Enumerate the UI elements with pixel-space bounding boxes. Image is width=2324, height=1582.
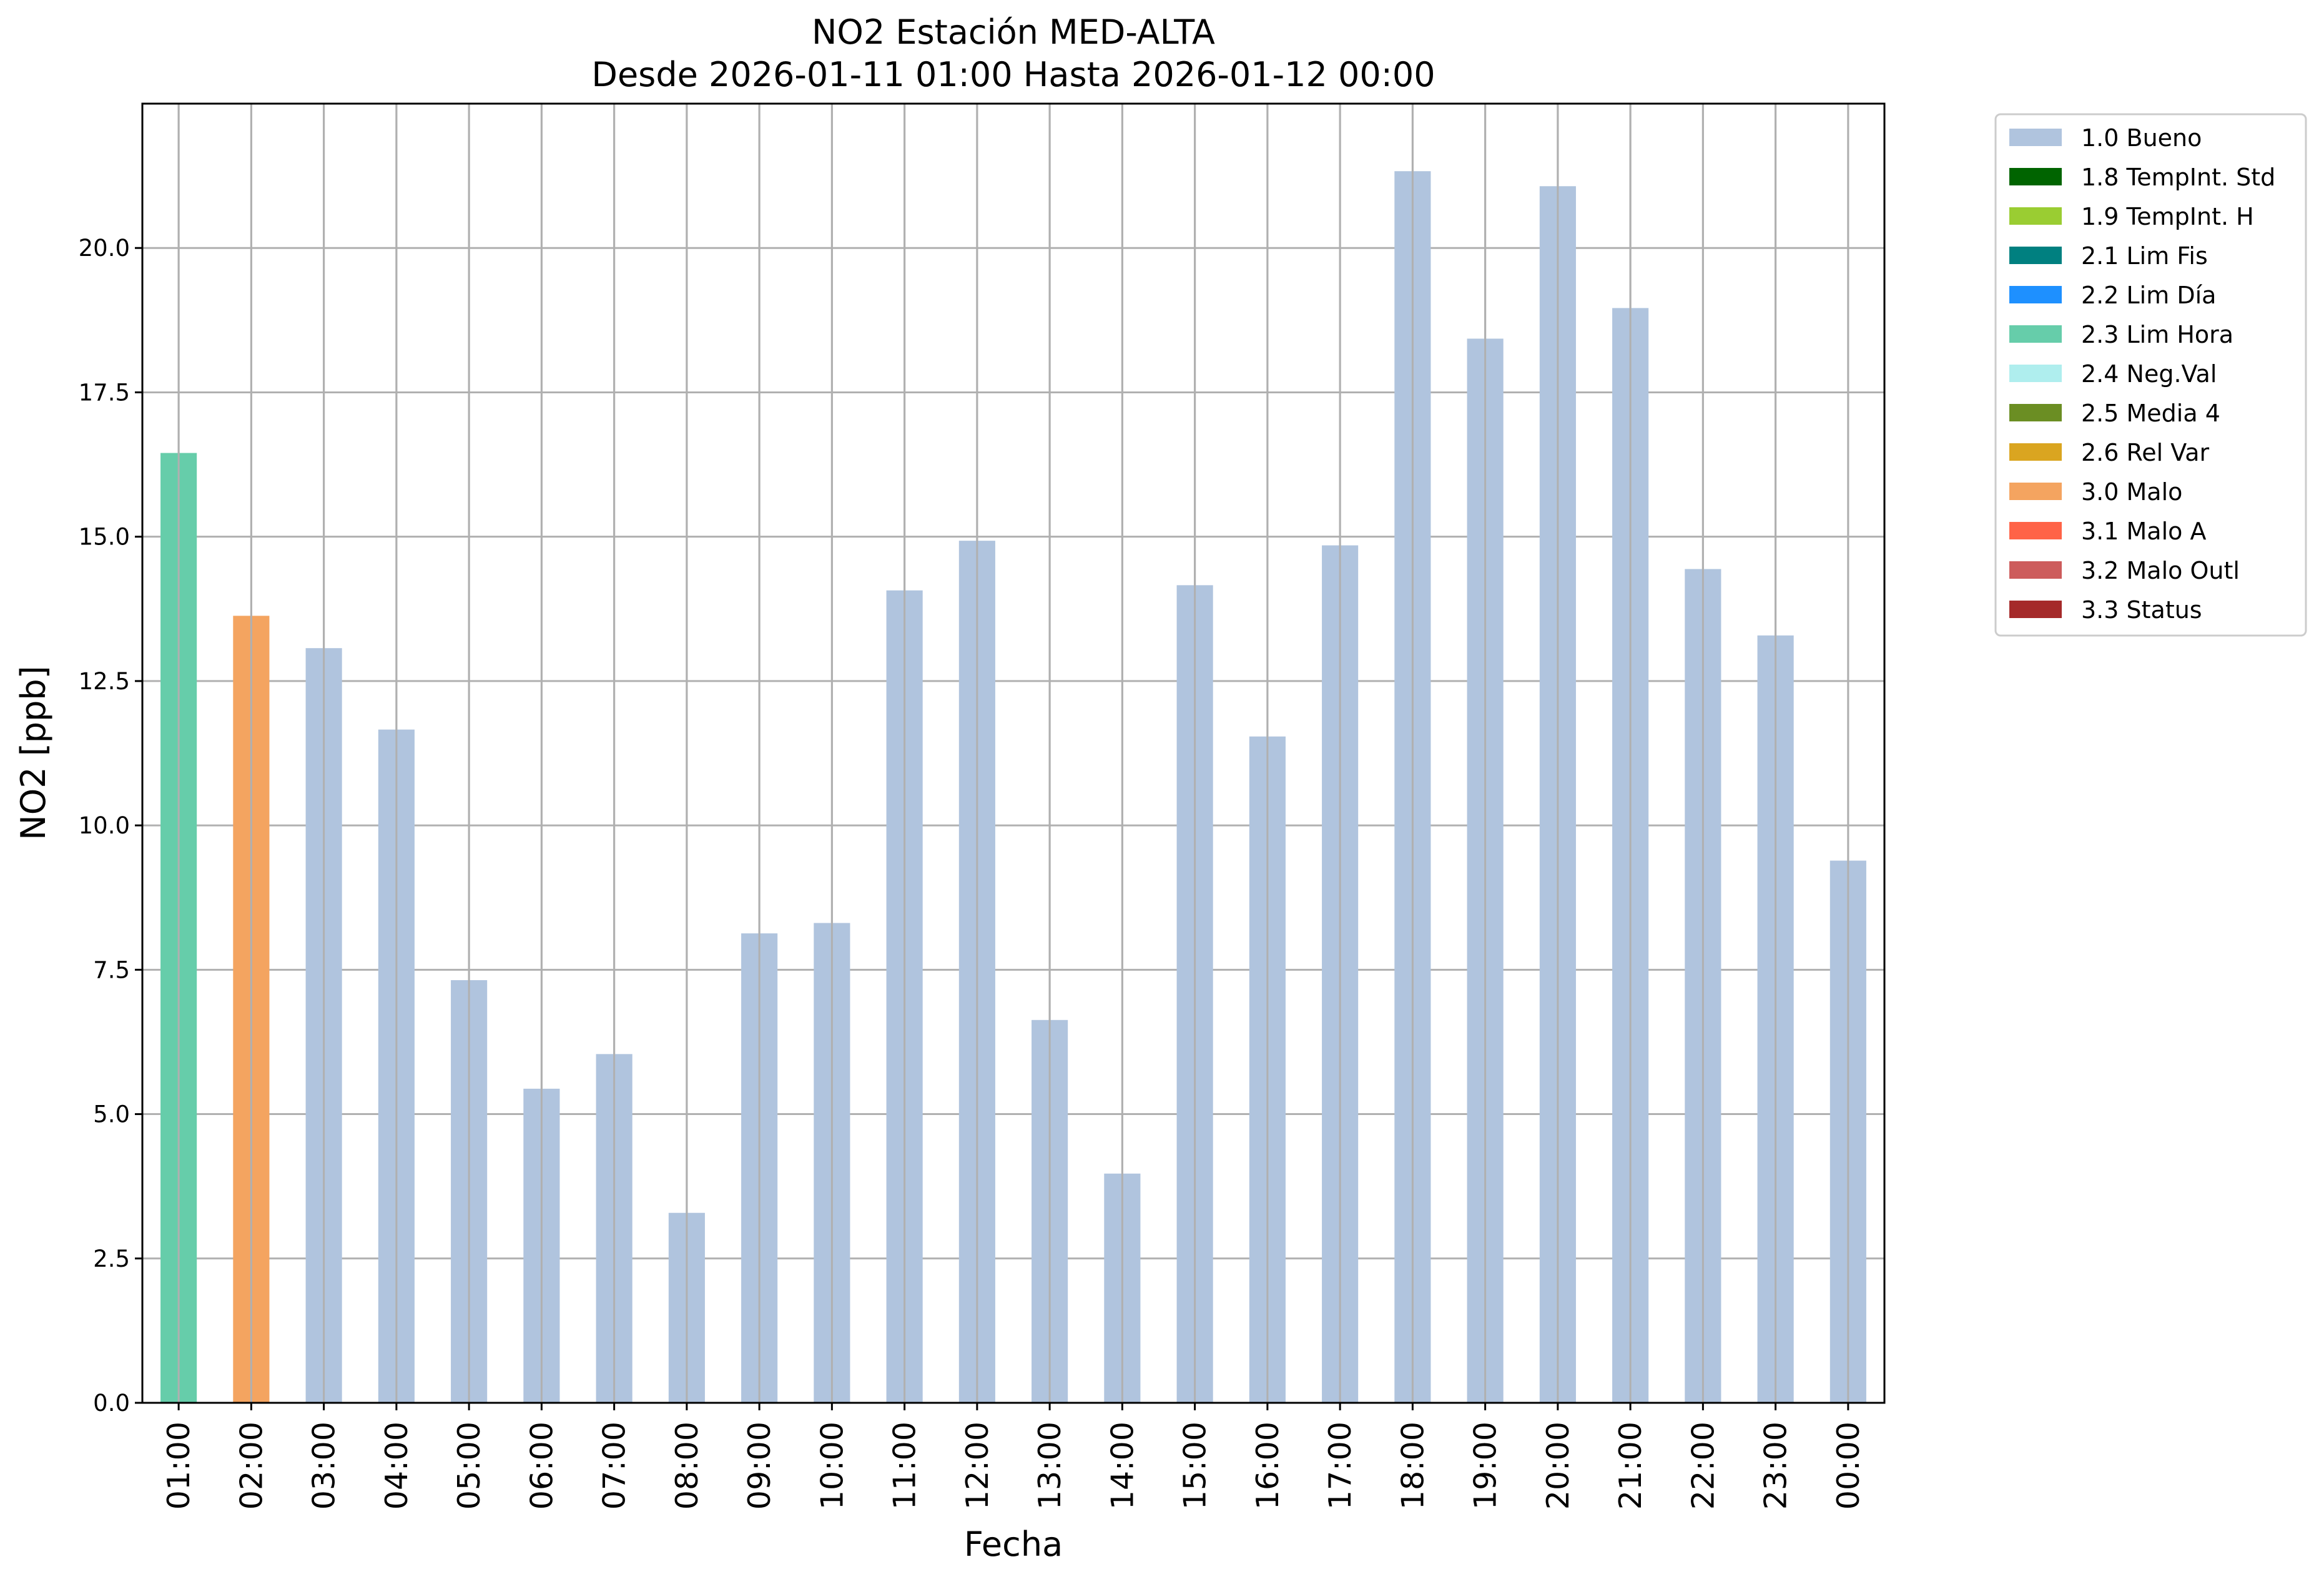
x-axis-ticks: 01:00 02:00 03:00 04:00 05:00 06:00 07:00 08:00… (161, 1403, 1866, 1510)
chart-title: NO2 Estación MED-ALTA (812, 12, 1215, 52)
y-tick-label: 15.0 (79, 524, 130, 551)
legend-swatch (2009, 443, 2062, 461)
x-tick-label: 12:00 (960, 1422, 995, 1510)
legend-swatch (2009, 522, 2062, 539)
plot-frame (141, 102, 1886, 1404)
x-tick-label: 03:00 (307, 1422, 342, 1510)
x-tick-label: 02:00 (234, 1422, 269, 1510)
x-axis-label: Fecha (964, 1525, 1063, 1564)
legend-swatch (2009, 207, 2062, 225)
x-tick-label: 07:00 (597, 1422, 633, 1510)
legend-label: 3.0 Malo (2081, 478, 2182, 506)
y-tick-label: 0.0 (93, 1390, 130, 1417)
chart-subtitle: Desde 2026-01-11 01:00 Hasta 2026-01-12 … (591, 55, 1435, 94)
y-tick-label: 12.5 (79, 668, 130, 695)
legend-label: 1.8 TempInt. Std (2081, 164, 2275, 191)
x-tick-label: 18:00 (1395, 1422, 1430, 1510)
y-tick-label: 7.5 (93, 956, 130, 983)
legend-swatch (2009, 365, 2062, 382)
x-tick-label: 01:00 (161, 1422, 197, 1510)
legend-swatch (2009, 483, 2062, 500)
legend-label: 3.1 Malo A (2081, 518, 2206, 545)
y-tick-label: 10.0 (79, 812, 130, 839)
y-tick-label: 5.0 (93, 1101, 130, 1128)
x-tick-label: 04:00 (379, 1422, 415, 1510)
x-tick-label: 20:00 (1540, 1422, 1576, 1510)
x-tick-label: 09:00 (742, 1422, 777, 1510)
x-tick-label: 23:00 (1758, 1422, 1794, 1510)
legend-label: 2.5 Media 4 (2081, 400, 2220, 427)
legend-label: 2.3 Lim Hora (2081, 321, 2233, 348)
y-tick-label: 2.5 (93, 1245, 130, 1272)
x-tick-label: 11:00 (887, 1422, 923, 1510)
legend-swatch (2009, 404, 2062, 421)
x-tick-label: 08:00 (669, 1422, 705, 1510)
legend-swatch (2009, 325, 2062, 343)
legend-label: 2.2 Lim Día (2081, 282, 2216, 309)
x-tick-label: 00:00 (1831, 1422, 1866, 1510)
legend-label: 2.1 Lim Fis (2081, 242, 2208, 270)
y-axis-ticks: 0.0 2.5 5.0 7.5 10.0 12.5 15.0 17.5 20.0 (79, 235, 142, 1417)
y-axis-label: NO2 [ppb] (14, 666, 53, 840)
y-tick-label: 20.0 (79, 235, 130, 262)
legend-swatch (2009, 601, 2062, 618)
x-tick-label: 14:00 (1105, 1422, 1140, 1510)
legend-label: 3.3 Status (2081, 596, 2202, 624)
legend-label: 1.9 TempInt. H (2081, 203, 2254, 230)
bars (160, 104, 1866, 1403)
x-tick-label: 13:00 (1032, 1422, 1068, 1510)
legend-label: 2.4 Neg.Val (2081, 360, 2217, 388)
x-tick-label: 17:00 (1322, 1422, 1358, 1510)
x-tick-label: 21:00 (1613, 1422, 1648, 1510)
x-tick-label: 10:00 (814, 1422, 850, 1510)
legend-swatch (2009, 286, 2062, 303)
x-tick-label: 19:00 (1468, 1422, 1504, 1510)
x-tick-label: 05:00 (451, 1422, 487, 1510)
legend-label: 3.2 Malo Outl (2081, 557, 2240, 584)
x-tick-label: 06:00 (524, 1422, 559, 1510)
legend-label: 1.0 Bueno (2081, 124, 2202, 152)
legend-label: 2.6 Rel Var (2081, 439, 2210, 466)
x-tick-label: 16:00 (1250, 1422, 1286, 1510)
legend-swatch (2009, 561, 2062, 579)
x-tick-label: 22:00 (1685, 1422, 1721, 1510)
legend-swatch (2009, 247, 2062, 264)
legend: 1.0 Bueno 1.8 TempInt. Std 1.9 TempInt. H 2… (1994, 113, 2307, 637)
legend-frame (1994, 113, 2307, 637)
legend-swatch (2009, 129, 2062, 146)
y-tick-label: 17.5 (79, 379, 130, 406)
x-tick-label: 15:00 (1178, 1422, 1213, 1510)
legend-swatch (2009, 168, 2062, 185)
